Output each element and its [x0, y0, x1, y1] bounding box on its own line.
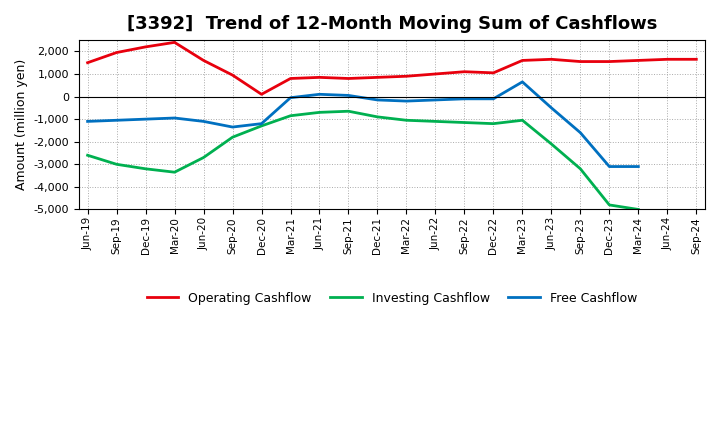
- Investing Cashflow: [489, 121, 498, 126]
- Free Cashflow: [199, 119, 208, 124]
- Operating Cashflow: [489, 70, 498, 76]
- Operating Cashflow: [634, 58, 643, 63]
- Operating Cashflow: [402, 73, 411, 79]
- Operating Cashflow: [547, 57, 556, 62]
- Operating Cashflow: [84, 60, 92, 65]
- Investing Cashflow: [170, 169, 179, 175]
- Investing Cashflow: [315, 110, 324, 115]
- Free Cashflow: [141, 117, 150, 122]
- Free Cashflow: [228, 125, 237, 130]
- Legend: Operating Cashflow, Investing Cashflow, Free Cashflow: Operating Cashflow, Investing Cashflow, …: [142, 287, 642, 310]
- Investing Cashflow: [344, 109, 353, 114]
- Free Cashflow: [489, 96, 498, 102]
- Line: Free Cashflow: Free Cashflow: [88, 82, 639, 167]
- Investing Cashflow: [112, 161, 121, 167]
- Free Cashflow: [634, 164, 643, 169]
- Investing Cashflow: [605, 202, 613, 208]
- Operating Cashflow: [663, 57, 672, 62]
- Operating Cashflow: [199, 58, 208, 63]
- Investing Cashflow: [634, 207, 643, 212]
- Line: Investing Cashflow: Investing Cashflow: [88, 111, 639, 209]
- Free Cashflow: [605, 164, 613, 169]
- Free Cashflow: [373, 97, 382, 103]
- Investing Cashflow: [141, 166, 150, 172]
- Free Cashflow: [315, 92, 324, 97]
- Free Cashflow: [84, 119, 92, 124]
- Free Cashflow: [344, 93, 353, 98]
- Operating Cashflow: [518, 58, 527, 63]
- Investing Cashflow: [460, 120, 469, 125]
- Free Cashflow: [460, 96, 469, 102]
- Free Cashflow: [170, 115, 179, 121]
- Free Cashflow: [547, 105, 556, 110]
- Investing Cashflow: [257, 123, 266, 128]
- Investing Cashflow: [431, 119, 440, 124]
- Investing Cashflow: [518, 117, 527, 123]
- Free Cashflow: [286, 95, 294, 100]
- Operating Cashflow: [228, 73, 237, 78]
- Operating Cashflow: [344, 76, 353, 81]
- Investing Cashflow: [199, 155, 208, 160]
- Operating Cashflow: [141, 44, 150, 50]
- Operating Cashflow: [692, 57, 701, 62]
- Investing Cashflow: [286, 113, 294, 118]
- Operating Cashflow: [373, 75, 382, 80]
- Investing Cashflow: [373, 114, 382, 120]
- Investing Cashflow: [402, 117, 411, 123]
- Free Cashflow: [257, 121, 266, 126]
- Title: [3392]  Trend of 12-Month Moving Sum of Cashflows: [3392] Trend of 12-Month Moving Sum of C…: [127, 15, 657, 33]
- Operating Cashflow: [257, 92, 266, 97]
- Investing Cashflow: [576, 166, 585, 172]
- Operating Cashflow: [315, 75, 324, 80]
- Operating Cashflow: [431, 71, 440, 77]
- Operating Cashflow: [286, 76, 294, 81]
- Operating Cashflow: [112, 50, 121, 55]
- Line: Operating Cashflow: Operating Cashflow: [88, 42, 696, 94]
- Y-axis label: Amount (million yen): Amount (million yen): [15, 59, 28, 191]
- Investing Cashflow: [84, 153, 92, 158]
- Operating Cashflow: [605, 59, 613, 64]
- Operating Cashflow: [460, 69, 469, 74]
- Free Cashflow: [518, 79, 527, 84]
- Free Cashflow: [112, 117, 121, 123]
- Investing Cashflow: [547, 141, 556, 147]
- Free Cashflow: [402, 99, 411, 104]
- Free Cashflow: [576, 130, 585, 136]
- Operating Cashflow: [576, 59, 585, 64]
- Investing Cashflow: [228, 135, 237, 140]
- Free Cashflow: [431, 97, 440, 103]
- Operating Cashflow: [170, 40, 179, 45]
